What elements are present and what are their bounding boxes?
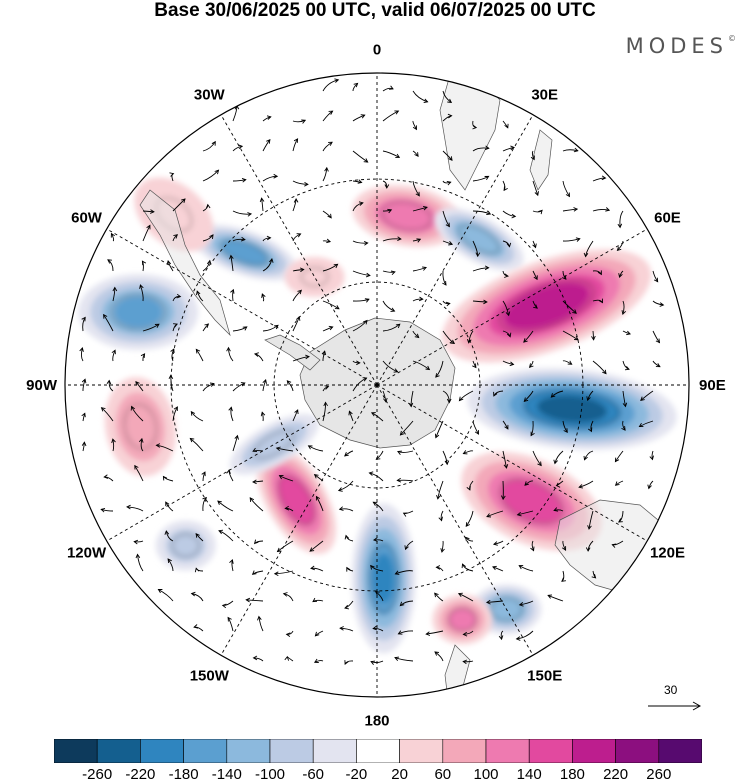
colorbar-tick: 140: [517, 766, 542, 783]
anomaly-cell: [156, 520, 216, 570]
colorbar-tick: -60: [302, 766, 324, 783]
colorbar-tick: 20: [391, 766, 408, 783]
longitude-label: 150W: [190, 667, 230, 684]
contour-band: [114, 297, 162, 327]
longitude-label: 0: [373, 42, 381, 59]
anomaly-cell: [352, 503, 416, 653]
colorbar-tick: -260: [82, 766, 112, 783]
colorbar-tick: -140: [212, 766, 242, 783]
longitude-label: 180: [364, 712, 389, 729]
colorbar-tick: -180: [169, 766, 199, 783]
colorbar-segment: [270, 739, 313, 763]
colorbar-tick: -100: [255, 766, 285, 783]
longitude-label: 120E: [650, 545, 685, 562]
colorbar-tick-labels: -260 -220 -180 -140 -100 -60 -20 20 60 100 140 180 2…: [0, 766, 750, 784]
colorbar-tick: -20: [346, 766, 368, 783]
contour-band: [285, 257, 345, 297]
vector-scale-label: 30: [664, 683, 677, 697]
colorbar-segment: [659, 739, 702, 763]
longitude-label: 30E: [531, 87, 558, 104]
anomaly-cell: [285, 257, 345, 297]
colorbar-segment: [227, 739, 270, 763]
colorbar-segment: [400, 739, 443, 763]
longitude-label: 60E: [654, 209, 681, 226]
colorbar-tick: -220: [125, 766, 155, 783]
colorbar-segment: [529, 739, 572, 763]
longitude-label: 90E: [699, 377, 726, 394]
colorbar-segment: [97, 739, 140, 763]
colorbar-tick: 60: [434, 766, 451, 783]
contour-band: [447, 607, 477, 632]
colorbar-tick: 260: [646, 766, 671, 783]
colorbar-tick: 100: [473, 766, 498, 783]
longitude-label: 150E: [527, 667, 562, 684]
contour-band: [166, 529, 206, 562]
colorbar-tick: 180: [560, 766, 585, 783]
longitude-label: 30W: [194, 87, 226, 104]
colorbar-segment: [313, 739, 356, 763]
longitude-label: 120W: [67, 545, 107, 562]
anomaly-cell: [78, 274, 198, 350]
colorbar-segment: [140, 739, 183, 763]
anomaly-cell: [432, 595, 492, 645]
colorbar-segment: [572, 739, 615, 763]
longitude-label: 90W: [26, 377, 58, 394]
colorbar-segment: [356, 739, 399, 763]
contour-band: [373, 553, 394, 603]
colorbar-tick: 220: [603, 766, 628, 783]
colorbar-segment: [184, 739, 227, 763]
colorbar-segment: [443, 739, 486, 763]
colorbar: [54, 739, 702, 763]
colorbar-segment: [616, 739, 659, 763]
vector-scale: [648, 702, 700, 710]
colorbar-segment: [54, 739, 97, 763]
longitude-label: 60W: [71, 209, 103, 226]
colorbar-segment: [486, 739, 529, 763]
